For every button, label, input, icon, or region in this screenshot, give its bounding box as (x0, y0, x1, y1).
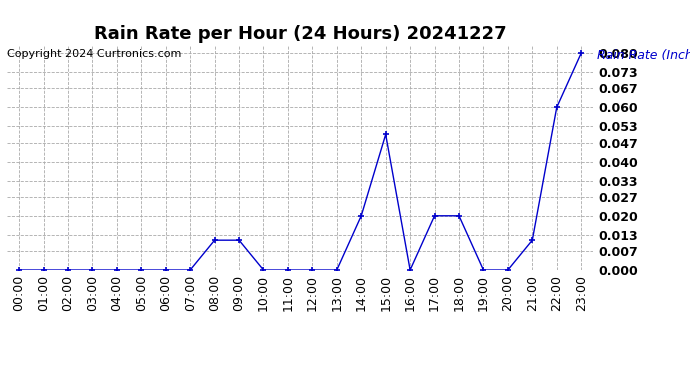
Title: Rain Rate per Hour (24 Hours) 20241227: Rain Rate per Hour (24 Hours) 20241227 (94, 26, 506, 44)
Text: Rain Rate (Inches/Hour): Rain Rate (Inches/Hour) (597, 49, 690, 62)
Text: Copyright 2024 Curtronics.com: Copyright 2024 Curtronics.com (7, 49, 181, 59)
